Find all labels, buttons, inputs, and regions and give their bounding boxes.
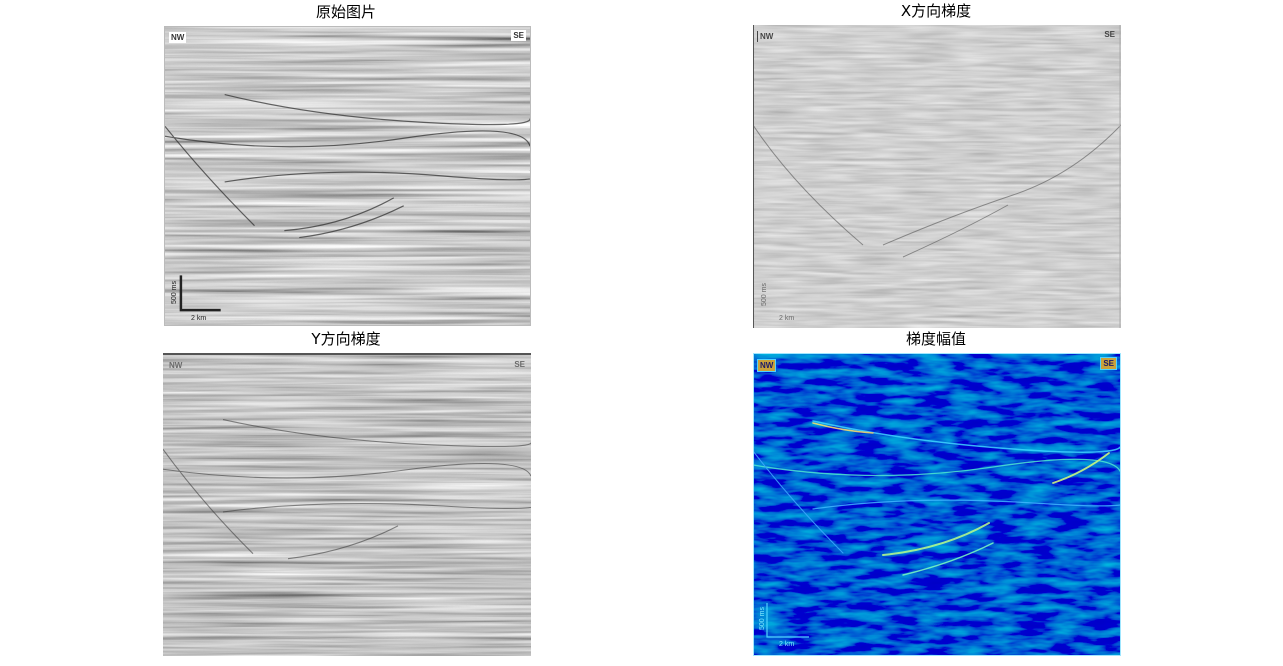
- seismic-image-gradient-magnitude: NW SE 500 ms 2 km: [753, 353, 1121, 656]
- scale-vertical-label: 500 ms: [758, 607, 766, 630]
- nw-label: NW: [169, 361, 183, 370]
- panel-title-y-gradient: Y方向梯度: [311, 330, 381, 348]
- scale-horizontal-label: 2 km: [779, 641, 795, 648]
- seismic-image-original: NW SE 500 ms 2 km: [164, 26, 531, 326]
- se-label: SE: [514, 360, 525, 369]
- panel-title-gradient-magnitude: 梯度幅值: [905, 330, 966, 348]
- se-label: SE: [1104, 30, 1115, 39]
- scale-horizontal-label: 2 km: [191, 315, 207, 322]
- se-label: SE: [1100, 357, 1117, 370]
- nw-label: NW: [757, 359, 777, 372]
- scale-vertical-label: 500 ms: [170, 281, 178, 304]
- nw-label: NW: [169, 32, 187, 43]
- panel-title-original: 原始图片: [315, 3, 376, 21]
- seismic-image-y-gradient: NW SE: [163, 353, 531, 656]
- nw-label: NW: [757, 31, 775, 42]
- se-label: SE: [511, 30, 526, 41]
- scale-horizontal-label: 2 km: [779, 315, 795, 322]
- scale-vertical-label: 500 ms: [760, 283, 768, 306]
- seismic-image-x-gradient: NW SE 500 ms 2 km: [753, 25, 1121, 328]
- panel-title-x-gradient: X方向梯度: [900, 2, 972, 20]
